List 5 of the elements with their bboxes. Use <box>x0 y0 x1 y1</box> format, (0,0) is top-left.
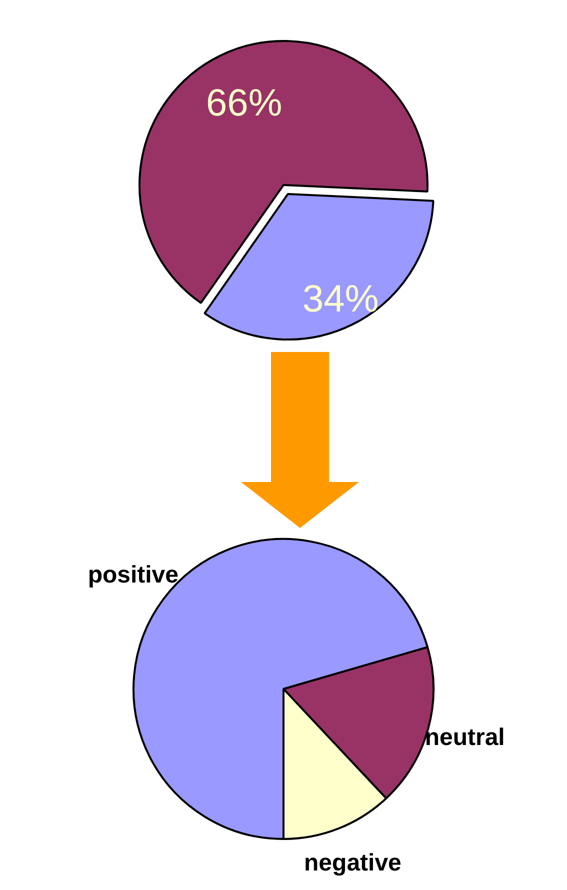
slice-label: negative <box>304 849 402 876</box>
slice-label: positive <box>88 562 179 589</box>
slice-label: neutral <box>424 724 505 752</box>
data-label: 66% <box>206 82 282 124</box>
data-label: 34% <box>302 278 379 320</box>
